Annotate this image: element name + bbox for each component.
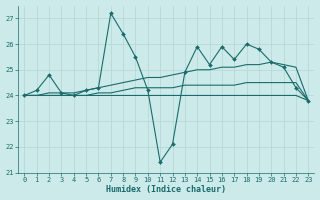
X-axis label: Humidex (Indice chaleur): Humidex (Indice chaleur) xyxy=(106,185,226,194)
